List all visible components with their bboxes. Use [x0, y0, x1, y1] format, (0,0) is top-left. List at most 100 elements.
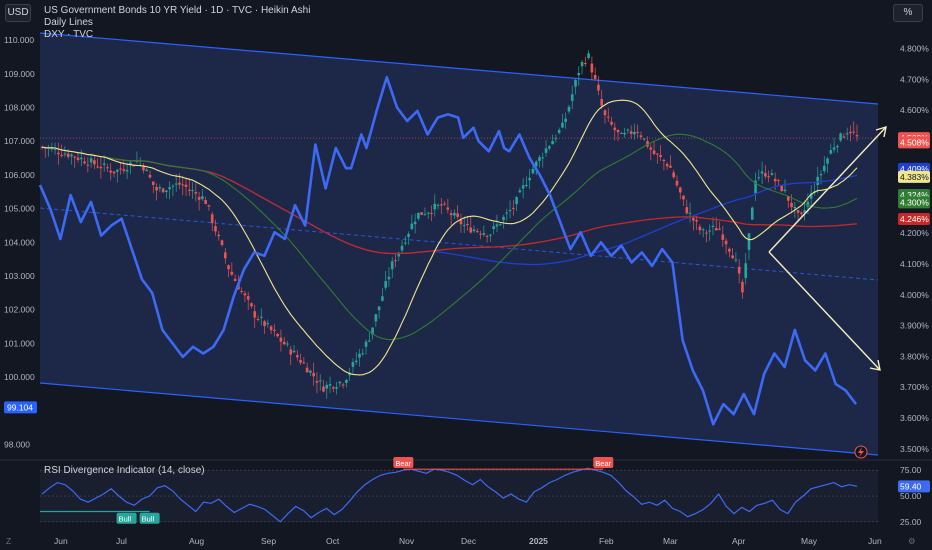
- time-axis-tick: Jul: [116, 536, 127, 546]
- candle-body: [482, 233, 486, 235]
- candle-body: [351, 362, 355, 367]
- candle-body: [276, 333, 279, 337]
- candle-body: [600, 99, 603, 106]
- candle-body: [158, 187, 162, 189]
- time-axis-tick: Mar: [663, 536, 678, 546]
- candle-body: [711, 225, 715, 228]
- candle-body: [796, 210, 800, 213]
- candle-body: [518, 190, 522, 193]
- ma-yellow-line: [41, 99, 858, 376]
- candle-body: [826, 158, 829, 164]
- candle-body: [106, 167, 109, 169]
- left-axis-tick: 110.000: [4, 35, 34, 45]
- dxy-line: [38, 75, 858, 426]
- candle-body: [639, 135, 643, 138]
- right-axis-tick: 3.500%: [900, 444, 929, 454]
- candle-body: [816, 176, 820, 186]
- candle-body: [63, 153, 67, 155]
- left-axis-tick: 108.000: [4, 103, 35, 113]
- candle-body: [358, 353, 361, 358]
- candle-body: [57, 152, 60, 155]
- candle-body: [790, 202, 793, 208]
- candle-body: [708, 230, 712, 232]
- corner-z-icon: Z: [6, 536, 11, 546]
- candle-body: [577, 73, 581, 76]
- bear-label: Bear: [395, 459, 411, 468]
- candle-body: [734, 259, 738, 261]
- candle-body: [368, 340, 371, 342]
- right-value-badge: [898, 196, 930, 209]
- candle-body: [793, 206, 797, 209]
- currency-button[interactable]: USD: [5, 4, 31, 22]
- candle-body: [855, 135, 859, 137]
- candle-body: [449, 213, 453, 216]
- candle-body: [325, 384, 329, 389]
- candle-body: [845, 133, 849, 135]
- channel-lower-line: [39, 382, 879, 456]
- right-value-label: 4.246%: [900, 214, 929, 224]
- candle-body: [99, 166, 103, 169]
- candle-body: [688, 212, 692, 214]
- candle-body: [338, 381, 342, 384]
- candle-body: [420, 212, 423, 215]
- candle-body: [502, 216, 505, 221]
- bull-label-badge: [116, 512, 137, 524]
- candle-body: [223, 252, 227, 259]
- candle-body: [246, 296, 250, 300]
- right-axis-tick: 4.600%: [900, 105, 929, 115]
- candle-body: [112, 171, 116, 174]
- candle-body: [259, 316, 263, 318]
- candle-body: [744, 263, 748, 279]
- candle-body: [404, 242, 407, 244]
- right-value-label: 4.409%: [900, 164, 929, 174]
- left-axis-tick: 106.000: [4, 170, 35, 180]
- candle-body: [466, 223, 469, 225]
- time-axis-tick: Apr: [732, 536, 745, 546]
- candle-body: [417, 212, 420, 219]
- candle-body: [587, 53, 590, 59]
- candle-body: [286, 343, 289, 345]
- candle-body: [633, 131, 636, 135]
- candle-body: [852, 131, 856, 133]
- left-axis-tick: 103.000: [4, 271, 35, 281]
- candle-body: [629, 131, 633, 134]
- candle-body: [597, 84, 600, 91]
- candle-body: [279, 337, 283, 342]
- candle-body: [390, 261, 394, 270]
- candle-body: [446, 207, 450, 210]
- candle-body: [377, 306, 381, 311]
- candle-body: [780, 185, 784, 192]
- bull-label: Bull: [142, 515, 155, 524]
- bear-label-badge: [393, 457, 414, 468]
- left-axis-tick: 105.000: [4, 204, 35, 214]
- candle-body: [86, 164, 90, 166]
- scale-button[interactable]: %: [893, 4, 923, 22]
- candle-body: [603, 110, 607, 116]
- candle-body: [397, 252, 401, 257]
- candle-body: [433, 203, 437, 210]
- candle-body: [832, 147, 836, 150]
- candle-body: [659, 155, 662, 158]
- candle-body: [682, 195, 685, 200]
- candle-body: [786, 196, 790, 201]
- candle-body: [50, 148, 54, 150]
- candle-body: [584, 63, 587, 65]
- candle-body: [345, 379, 348, 384]
- candle-body: [593, 74, 597, 79]
- candle-body: [728, 248, 731, 252]
- candle-body: [672, 172, 676, 178]
- lightning-glyph: [858, 447, 864, 457]
- candle-body: [227, 265, 230, 270]
- candle-body: [515, 197, 518, 205]
- candle-body: [665, 164, 669, 167]
- arrow-up-line: [768, 126, 887, 253]
- candle-body: [70, 154, 73, 157]
- candle-body: [161, 188, 165, 193]
- candle-body: [505, 212, 509, 214]
- candle-body: [426, 212, 430, 214]
- candle-body: [574, 79, 577, 87]
- right-axis-tick: 3.800%: [900, 351, 929, 361]
- candle-body: [371, 327, 374, 335]
- candle-body: [636, 131, 640, 133]
